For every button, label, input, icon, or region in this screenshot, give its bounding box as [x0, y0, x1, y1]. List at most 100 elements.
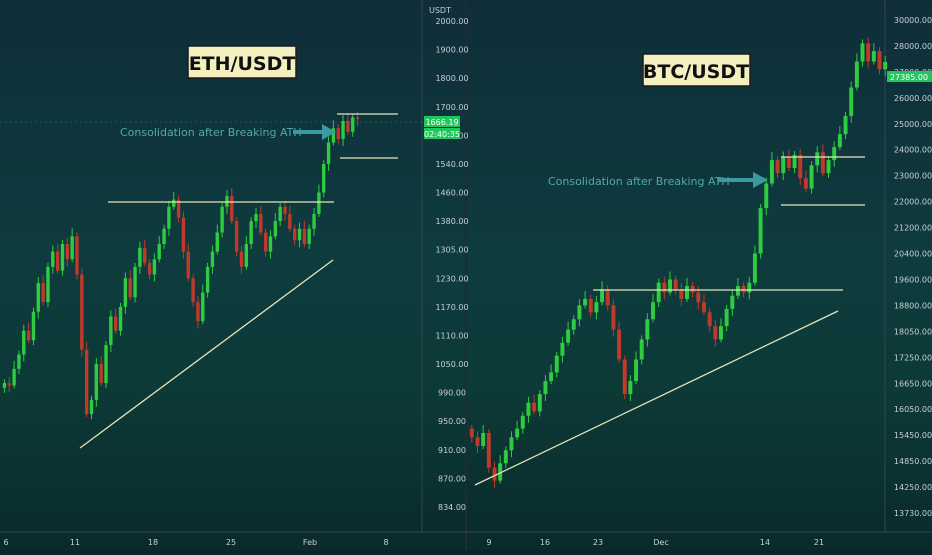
eth-candle	[230, 188, 234, 225]
btc-y-tick: 15450.00	[894, 431, 932, 440]
eth-candle	[55, 243, 60, 274]
eth-candle	[147, 259, 152, 280]
eth-y-tick: 1170.00	[435, 303, 468, 312]
eth-x-tick: 8	[383, 538, 388, 547]
btc-candle	[860, 39, 865, 67]
eth-candle	[128, 270, 132, 301]
btc-candle	[634, 351, 639, 385]
btc-candle	[849, 81, 854, 124]
btc-candle	[617, 321, 622, 363]
eth-y-tick: 1540.00	[435, 160, 468, 169]
btc-annotation: Consolidation after Breaking ATH	[548, 175, 730, 188]
btc-candle	[679, 283, 684, 306]
btc-candle	[600, 281, 605, 306]
eth-candle	[65, 237, 70, 267]
eth-candle	[215, 224, 219, 255]
eth-trendline	[79, 259, 334, 449]
eth-candle	[109, 310, 113, 352]
btc-candle	[718, 318, 723, 343]
btc-candle	[837, 126, 842, 151]
btc-candle	[668, 271, 672, 296]
eth-candle	[167, 200, 171, 236]
eth-candle	[317, 184, 321, 217]
eth-annotation: Consolidation after Breaking ATH	[120, 126, 302, 139]
btc-y-tick: 18050.00	[894, 327, 932, 336]
btc-candle	[713, 320, 718, 347]
eth-y-tick: 1230.00	[435, 274, 468, 283]
eth-candle	[157, 235, 161, 263]
eth-y-tick: 1050.00	[435, 360, 468, 369]
btc-candle	[792, 150, 797, 173]
btc-candle	[871, 43, 876, 65]
btc-candle	[747, 276, 752, 300]
btc-candle	[549, 364, 554, 385]
eth-candle	[292, 224, 297, 246]
btc-candle	[611, 299, 616, 337]
btc-y-tick: 19600.00	[894, 275, 932, 284]
eth-candle	[2, 379, 7, 393]
eth-title: ETH/USDT	[189, 53, 296, 75]
eth-candle	[346, 113, 350, 135]
eth-y-tick: 910.00	[438, 446, 466, 455]
btc-candle	[498, 455, 503, 484]
btc-candle	[509, 431, 514, 458]
btc-candle	[809, 161, 814, 194]
btc-title-box: BTC/USDT	[642, 53, 751, 87]
btc-candle	[469, 424, 474, 443]
btc-candle	[724, 304, 729, 332]
eth-y-tick: 2000.00	[435, 17, 468, 26]
eth-y-tick: 870.00	[438, 474, 466, 483]
btc-candle	[503, 446, 508, 469]
btc-y-tick: 17250.00	[894, 353, 932, 362]
btc-candle	[781, 151, 786, 181]
btc-candle	[730, 289, 735, 316]
btc-y-tick: 21200.00	[894, 224, 932, 233]
btc-y-tick: 24000.00	[894, 146, 932, 155]
eth-candle	[172, 191, 176, 210]
eth-x-tick: 11	[70, 538, 80, 547]
eth-candle	[176, 195, 181, 223]
eth-candle	[278, 202, 282, 227]
eth-candle	[201, 284, 205, 325]
eth-candle	[336, 124, 340, 144]
btc-candle	[481, 424, 486, 449]
btc-y-tick: 28000.00	[894, 42, 932, 51]
eth-y-tick: 1900.00	[435, 46, 468, 55]
eth-candle	[104, 341, 108, 389]
eth-candle	[326, 136, 331, 171]
btc-last-price: 27385.00	[890, 73, 928, 82]
eth-candle	[297, 222, 302, 248]
btc-candle	[486, 428, 491, 473]
btc-candle	[775, 156, 780, 179]
btc-candle	[883, 55, 888, 77]
eth-arrow-icon	[293, 124, 336, 140]
eth-candle	[234, 217, 239, 257]
eth-countdown-tag	[424, 128, 460, 139]
eth-candle	[244, 235, 249, 270]
btc-y-tick: 13730.00	[894, 509, 932, 518]
btc-y-tick: 25000.00	[894, 120, 932, 129]
eth-candle	[307, 224, 311, 249]
btc-candle	[566, 321, 571, 346]
btc-candle	[543, 375, 548, 402]
eth-candle	[36, 277, 40, 319]
eth-candle	[113, 308, 118, 334]
btc-candle	[605, 285, 610, 311]
btc-candle	[803, 170, 808, 192]
eth-candle	[273, 213, 278, 240]
btc-candle	[786, 149, 791, 171]
eth-candle	[283, 200, 287, 221]
eth-candle	[12, 360, 16, 389]
eth-candle	[133, 262, 137, 303]
btc-candle	[843, 112, 848, 140]
btc-candle	[622, 355, 627, 400]
btc-candle	[820, 144, 825, 177]
eth-candle	[143, 239, 147, 267]
btc-y-tick: 16650.00	[894, 379, 932, 388]
eth-candle	[263, 228, 268, 257]
btc-y-tick: 22000.00	[894, 198, 932, 207]
eth-candle	[7, 377, 11, 393]
btc-candle	[526, 396, 531, 423]
btc-candle	[532, 394, 537, 415]
eth-candle	[75, 232, 79, 280]
